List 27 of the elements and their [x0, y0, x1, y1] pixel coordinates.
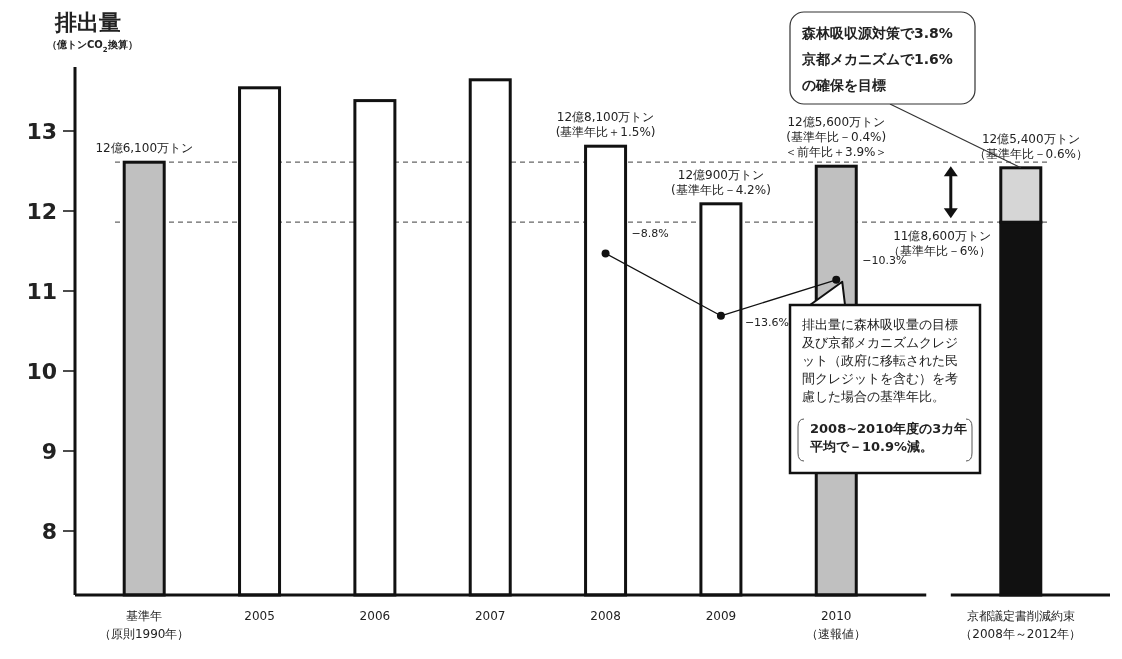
- annotation: 12億900万トン(基準年比－4.2%): [670, 167, 771, 197]
- annotation: −13.6%: [744, 315, 790, 329]
- annotation: 12億5,600万トン(基準年比－0.4%)＜前年比＋3.9%＞: [785, 115, 888, 160]
- y-tick-label: 13: [26, 119, 57, 144]
- x-tick-label: 2010（速報値）: [806, 609, 867, 641]
- annotation: 2008~2010年度の3カ年平均で－10.9%減。: [809, 421, 968, 454]
- x-tick-label: 基準年（原則1990年）: [98, 609, 190, 641]
- x-tick-label: 京都議定書削減約束（2008年～2012年）: [960, 609, 1082, 641]
- y-axis-title: 排出量（億トンCO$_{2}$換算）: [47, 10, 138, 54]
- annotation: 12億8,100万トン(基準年比＋1.5%): [555, 110, 656, 140]
- point: [601, 249, 610, 258]
- point: [832, 275, 841, 284]
- y-tick-label: 9: [41, 439, 57, 464]
- y-tick-label: 12: [26, 199, 57, 224]
- y-tick-label: 10: [26, 359, 57, 384]
- annotation: 12億6,100万トン: [95, 141, 194, 156]
- y-tick-label: 11: [26, 279, 57, 304]
- x-tick-label: 2006: [359, 609, 391, 623]
- point: [716, 311, 725, 320]
- annotation: 森林吸収源対策で3.8%京都メカニズムで1.6%の確保を目標: [801, 25, 953, 93]
- annotation: −8.8%: [631, 227, 669, 241]
- y-tick-label: 8: [41, 519, 57, 544]
- x-tick-label: 2007: [474, 609, 506, 623]
- x-tick-label: 2008: [590, 609, 621, 623]
- annotation: 排出量に森林吸収量の目標及び京都メカニズムクレジット（政府に移転された民間クレジットを含む）を考慮した場合の基準年比。: [802, 317, 958, 404]
- x-tick-label: 2005: [244, 609, 275, 623]
- x-tick-label: 2009: [705, 609, 737, 623]
